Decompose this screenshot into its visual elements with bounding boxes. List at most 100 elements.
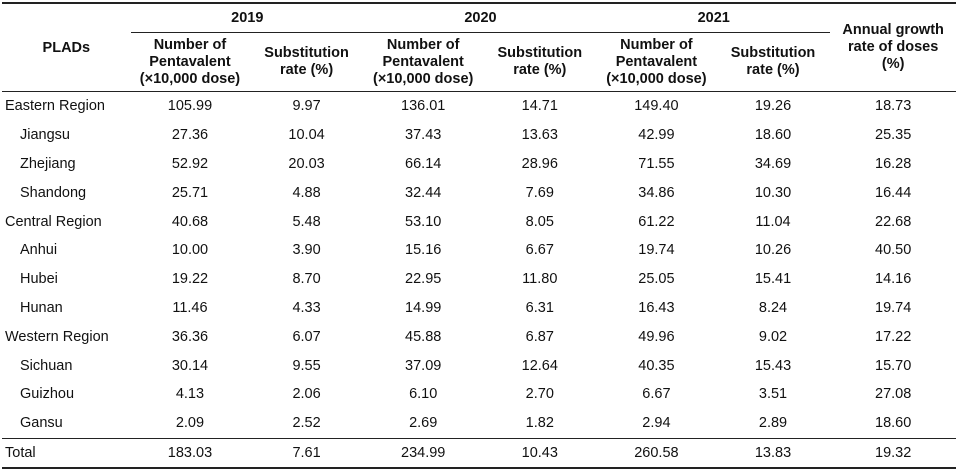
number-2019: 10.00 <box>171 242 209 259</box>
rate-2020: 13.63 <box>521 127 558 144</box>
number-2020: 22.95 <box>405 271 442 288</box>
plad-name: Shandong <box>20 184 87 201</box>
rate-2021: 11.04 <box>755 213 791 230</box>
number-2020: 32.44 <box>405 184 442 201</box>
number-2021: 40.35 <box>638 357 675 374</box>
rate-2021: 34.69 <box>754 155 792 172</box>
table-row: Anhui 10.00 3.90 15.16 6.67 19.74 10.26 … <box>2 236 956 265</box>
rate-2019: 20.03 <box>288 155 325 172</box>
number-2019: 19.22 <box>171 271 209 288</box>
number-2019: 2.09 <box>175 415 205 432</box>
rate-header-line: Substitution <box>497 45 583 61</box>
rate-2019: 7.61 <box>249 437 364 469</box>
number-header-line: Number of <box>620 36 693 53</box>
rate-header-line: Substitution <box>730 45 816 61</box>
table-row: Guizhou 4.13 2.06 6.10 2.70 6.67 3.51 27… <box>2 380 956 409</box>
number-2020: 37.43 <box>405 127 442 144</box>
number-2020: 45.88 <box>405 328 442 345</box>
plad-name: Central Region <box>5 213 102 230</box>
number-2020: 2.69 <box>409 415 438 432</box>
rate-header-line: rate (%) <box>513 62 567 78</box>
rate-2020: 6.31 <box>525 299 554 316</box>
table-row: Western Region 36.36 6.07 45.88 6.87 49.… <box>2 322 956 351</box>
number-2021: 61.22 <box>638 213 675 230</box>
table-row: Zhejiang 52.92 20.03 66.14 28.96 71.55 3… <box>2 150 956 179</box>
rate-2020: 6.87 <box>525 328 554 345</box>
number-2021: 16.43 <box>638 299 675 316</box>
rate-2021: 19.26 <box>754 98 792 115</box>
rate-2021: 10.26 <box>754 242 792 259</box>
number-2020: 53.10 <box>405 213 442 230</box>
number-2019: 40.68 <box>171 213 209 230</box>
table-header: PLADs 2019 2020 2021 Annual growth rate … <box>2 2 956 92</box>
number-2019: 25.71 <box>171 184 209 201</box>
plad-name: Hubei <box>20 271 58 288</box>
rate-2021: 3.51 <box>758 386 788 403</box>
number-2020: 234.99 <box>363 437 483 469</box>
number-2019: 105.99 <box>167 98 213 115</box>
number-2021: 49.96 <box>638 328 675 345</box>
rate-2019: 5.48 <box>292 213 321 230</box>
number-header-line: (×10,000 dose) <box>606 70 707 87</box>
number-2019: 4.13 <box>175 386 205 403</box>
number-header-line: (×10,000 dose) <box>139 70 241 87</box>
number-pentavalent-header: Number of Pentavalent (×10,000 dose) <box>130 32 250 92</box>
annual-growth-header: Annual growth rate of doses (%) <box>830 2 956 92</box>
annual-growth-rate: 18.60 <box>875 415 912 432</box>
rate-header-line: Substitution <box>264 45 349 61</box>
table-row: Hunan 11.46 4.33 14.99 6.31 16.43 8.24 1… <box>2 294 956 323</box>
rate-2021: 18.60 <box>754 127 792 144</box>
growth-header-line: Annual growth <box>842 22 944 38</box>
number-2021: 25.05 <box>638 271 675 288</box>
annual-growth-rate: 40.50 <box>875 242 912 259</box>
rate-2019: 4.33 <box>292 299 321 316</box>
number-2019: 36.36 <box>171 328 209 345</box>
number-header-line: Number of <box>153 36 227 53</box>
annual-growth-rate: 22.68 <box>875 213 912 230</box>
growth-header-line: (%) <box>881 56 905 72</box>
substitution-rate-header: Substitution rate (%) <box>482 32 598 92</box>
table-row: Shandong 25.71 4.88 32.44 7.69 34.86 10.… <box>2 178 956 207</box>
number-2019: 27.36 <box>171 127 209 144</box>
annual-growth-rate: 15.70 <box>875 357 912 374</box>
annual-growth-rate: 17.22 <box>875 328 912 345</box>
number-2019: 183.03 <box>130 437 250 469</box>
rate-header-line: rate (%) <box>279 62 334 78</box>
plad-name: Jiangsu <box>20 127 70 144</box>
table-row: Hubei 19.22 8.70 22.95 11.80 25.05 15.41… <box>2 265 956 294</box>
plad-name: Total <box>2 437 131 469</box>
annual-growth-rate: 18.73 <box>875 98 912 115</box>
plad-name: Gansu <box>20 415 63 432</box>
number-header-line: Pentavalent <box>149 53 231 70</box>
annual-growth-rate: 14.16 <box>875 271 912 288</box>
rate-2021: 13.83 <box>715 437 831 469</box>
number-2021: 19.74 <box>638 242 675 259</box>
number-2020: 15.16 <box>405 242 442 259</box>
rate-2021: 15.43 <box>754 357 792 374</box>
plad-name: Western Region <box>5 328 109 345</box>
rate-2019: 9.97 <box>292 98 321 115</box>
number-header-line: Number of <box>386 36 460 53</box>
rate-2019: 6.07 <box>292 328 321 345</box>
annual-growth-rate: 19.74 <box>875 299 912 316</box>
number-2019: 30.14 <box>171 357 209 374</box>
number-pentavalent-header: Number of Pentavalent (×10,000 dose) <box>363 32 483 92</box>
annual-growth-rate: 25.35 <box>875 127 912 144</box>
rate-2019: 3.90 <box>292 242 321 259</box>
number-2020: 6.10 <box>409 386 438 403</box>
rate-2021: 2.89 <box>758 415 788 432</box>
number-2021: 260.58 <box>597 437 716 469</box>
number-2020: 14.99 <box>405 299 442 316</box>
number-pentavalent-header: Number of Pentavalent (×10,000 dose) <box>597 32 716 92</box>
year-header-row: PLADs 2019 2020 2021 Annual growth rate … <box>2 2 956 92</box>
year-2020-header: 2020 <box>363 2 598 33</box>
rate-2021: 9.02 <box>758 328 788 345</box>
substitution-rate-header: Substitution rate (%) <box>715 32 831 92</box>
number-2021: 71.55 <box>638 155 675 172</box>
rate-2020: 14.71 <box>521 98 558 115</box>
year-2019-header: 2019 <box>130 2 364 33</box>
rate-2020: 6.67 <box>525 242 554 259</box>
number-2021: 2.94 <box>642 415 671 432</box>
